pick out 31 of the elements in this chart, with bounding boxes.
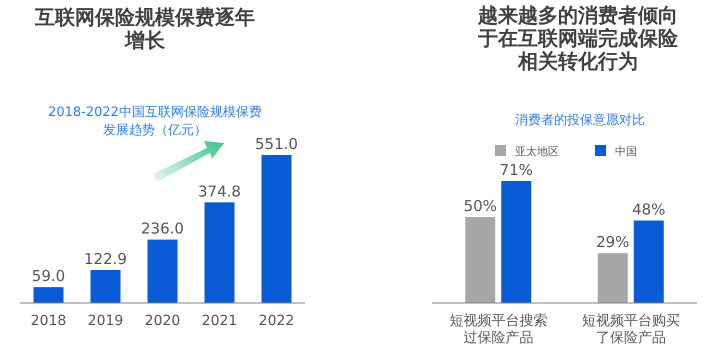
data-label: 59.0 [32,267,66,286]
data-label: 551.0 [255,135,298,153]
bar [90,270,120,303]
bar [501,181,532,303]
x-tick-label: 2021 [202,313,238,329]
data-label: 374.8 [198,182,241,200]
data-label: 71% [500,161,533,179]
chart-subtitle: 消费者的投保意愿对比 [515,113,645,128]
chart-title: 互联网保险规模保费逐年增长 [34,5,255,52]
bar [204,202,234,303]
bar [598,253,628,303]
data-label: 50% [464,197,497,216]
bar [262,155,292,303]
x-tick-label: 短视频平台搜索过保险产品 [449,313,548,346]
x-tick-label: 短视频平台购买了保险产品 [582,313,680,346]
data-label: 236.0 [141,220,184,238]
x-tick-label: 2018 [30,313,66,329]
x-tick-label: 2022 [258,313,294,329]
x-tick-label: 2019 [88,313,124,329]
legend-label: 亚太地区 [515,145,559,158]
data-label: 122.9 [84,250,127,268]
legend-label: 中国 [615,145,637,158]
bar [34,287,64,303]
bar [465,217,496,303]
chart-title: 越来越多的消费者倾向于在互联网端完成保险相关转化行为 [477,3,679,73]
x-tick-label: 2020 [144,313,180,329]
data-label: 29% [596,233,630,252]
data-label: 48% [632,200,666,219]
chart-subtitle: 2018-2022中国互联网保险规模保费发展趋势（亿元） [48,105,262,138]
bar [148,240,178,303]
bar [634,220,664,303]
